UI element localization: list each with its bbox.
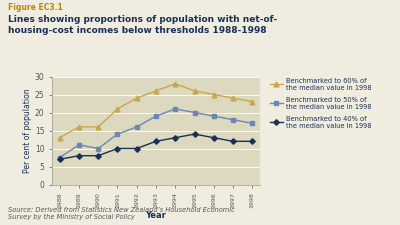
Benchmarked to 60% of
the median value in 1998 [192,90,197,92]
Benchmarked to 40% of
the median value in 1998 [231,140,236,143]
Text: housing-cost incomes below thresholds 1988-1998: housing-cost incomes below thresholds 19… [8,26,267,35]
Text: Figure EC3.1: Figure EC3.1 [8,3,63,12]
Benchmarked to 50% of
the median value in 1998 [115,133,120,135]
Benchmarked to 40% of
the median value in 1998 [115,147,120,150]
Benchmarked to 40% of
the median value in 1998 [250,140,255,143]
Benchmarked to 60% of
the median value in 1998 [173,82,178,85]
Benchmarked to 60% of
the median value in 1998 [96,126,101,128]
Benchmarked to 50% of
the median value in 1998 [211,115,216,117]
Benchmarked to 40% of
the median value in 1998 [173,136,178,139]
Benchmarked to 60% of
the median value in 1998 [231,97,236,99]
Benchmarked to 50% of
the median value in 1998 [192,111,197,114]
Benchmarked to 40% of
the median value in 1998 [76,154,81,157]
Benchmarked to 50% of
the median value in 1998 [154,115,158,117]
Benchmarked to 50% of
the median value in 1998 [57,156,62,159]
Line: Benchmarked to 40% of
the median value in 1998: Benchmarked to 40% of the median value i… [58,132,254,161]
Benchmarked to 60% of
the median value in 1998 [211,93,216,96]
Benchmarked to 40% of
the median value in 1998 [96,154,101,157]
Benchmarked to 40% of
the median value in 1998 [134,147,139,150]
Text: Source: Derived from Statistics New Zealand’s Household Economic
Survey by the M: Source: Derived from Statistics New Zeal… [8,207,235,220]
Y-axis label: Per cent of population: Per cent of population [23,88,32,173]
Benchmarked to 60% of
the median value in 1998 [134,97,139,99]
Benchmarked to 50% of
the median value in 1998 [250,122,255,125]
Benchmarked to 60% of
the median value in 1998 [154,90,158,92]
Benchmarked to 60% of
the median value in 1998 [250,100,255,103]
Benchmarked to 50% of
the median value in 1998 [134,126,139,128]
Benchmarked to 50% of
the median value in 1998 [76,144,81,146]
Line: Benchmarked to 50% of
the median value in 1998: Benchmarked to 50% of the median value i… [58,107,254,160]
Benchmarked to 50% of
the median value in 1998 [96,147,101,150]
Benchmarked to 40% of
the median value in 1998 [57,158,62,161]
Benchmarked to 60% of
the median value in 1998 [76,126,81,128]
Legend: Benchmarked to 60% of
the median value in 1998, Benchmarked to 50% of
the median: Benchmarked to 60% of the median value i… [270,78,372,129]
Benchmarked to 40% of
the median value in 1998 [154,140,158,143]
Benchmarked to 60% of
the median value in 1998 [57,136,62,139]
Benchmarked to 40% of
the median value in 1998 [211,136,216,139]
Benchmarked to 60% of
the median value in 1998 [115,108,120,110]
Benchmarked to 40% of
the median value in 1998 [192,133,197,135]
X-axis label: Year: Year [146,211,166,220]
Line: Benchmarked to 60% of
the median value in 1998: Benchmarked to 60% of the median value i… [57,81,255,140]
Text: Lines showing proportions of population with net-of-: Lines showing proportions of population … [8,15,277,24]
Benchmarked to 50% of
the median value in 1998 [173,108,178,110]
Benchmarked to 50% of
the median value in 1998 [231,118,236,121]
